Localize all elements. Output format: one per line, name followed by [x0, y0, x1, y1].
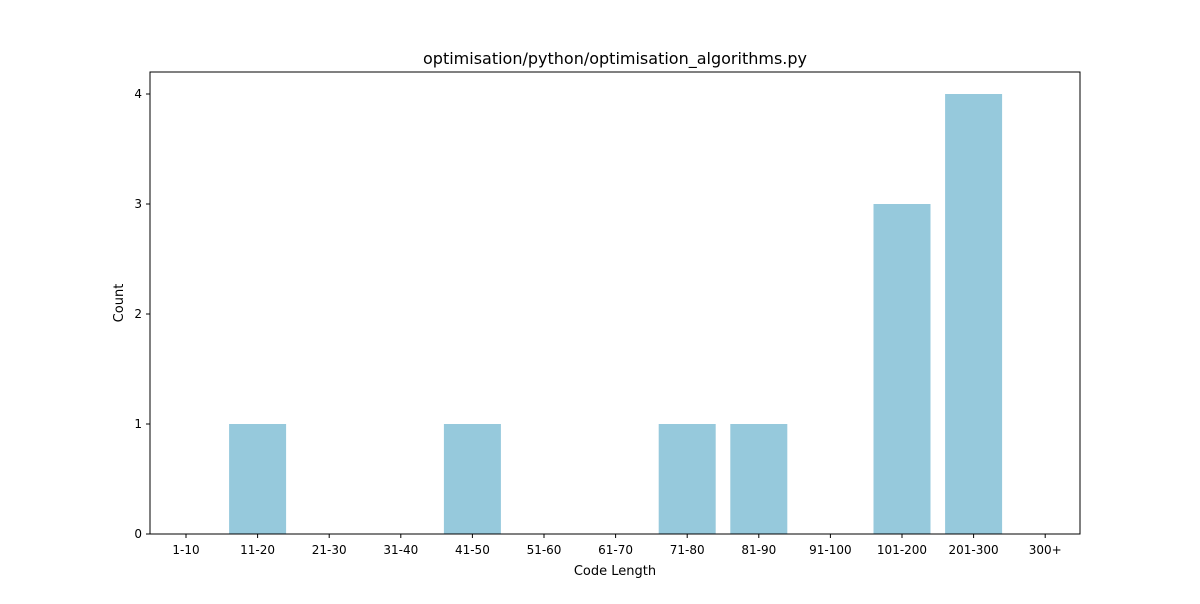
y-tick-label: 1	[134, 417, 142, 431]
x-tick-label: 61-70	[598, 543, 633, 557]
chart-title: optimisation/python/optimisation_algorit…	[423, 49, 807, 69]
x-tick-label: 41-50	[455, 543, 490, 557]
x-tick-label: 300+	[1029, 543, 1062, 557]
x-axis-ticks: 1-10 11-20 21-30 31-40 41-50 51-60 61-70 71-80 8…	[172, 534, 1062, 557]
y-tick-label: 4	[134, 87, 142, 101]
x-tick-label: 11-20	[240, 543, 275, 557]
x-tick-label: 31-40	[383, 543, 418, 557]
x-axis-label: Code Length	[574, 564, 656, 579]
y-tick-label: 0	[134, 527, 142, 541]
bar-101-200	[873, 204, 931, 534]
y-tick-label: 3	[134, 197, 142, 211]
bar-201-300	[945, 94, 1003, 534]
x-tick-label: 71-80	[670, 543, 705, 557]
x-tick-label: 51-60	[527, 543, 562, 557]
x-tick-label: 201-300	[949, 543, 999, 557]
x-tick-label: 81-90	[741, 543, 776, 557]
bar-11-20	[229, 424, 287, 534]
x-tick-label: 91-100	[809, 543, 852, 557]
y-tick-label: 2	[134, 307, 142, 321]
y-axis-ticks: 0 1 2 3 4	[134, 87, 150, 541]
plot-frame	[149, 71, 1081, 535]
bar-81-90	[730, 424, 788, 534]
bar-71-80	[658, 424, 716, 534]
x-tick-label: 101-200	[877, 543, 927, 557]
x-tick-label: 21-30	[312, 543, 347, 557]
bar-41-50	[443, 424, 501, 534]
y-axis-label: Count	[112, 284, 127, 323]
x-tick-label: 1-10	[172, 543, 199, 557]
bars-group	[229, 94, 1003, 534]
